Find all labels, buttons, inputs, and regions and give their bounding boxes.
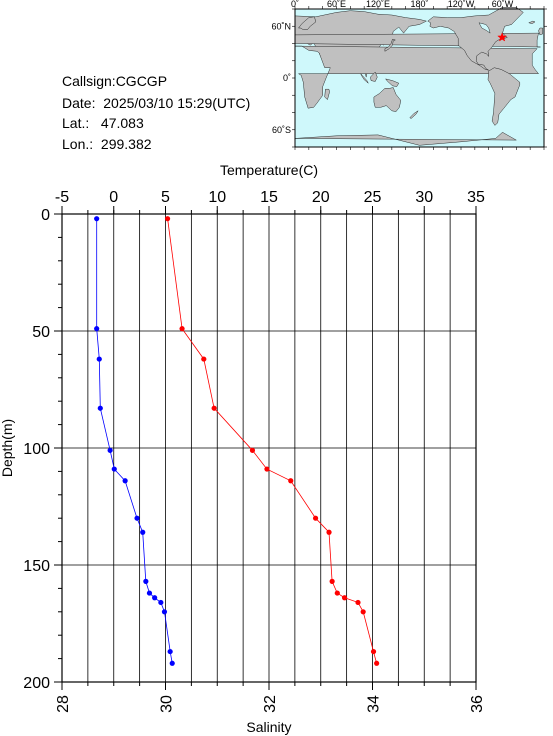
salinity-point (143, 578, 149, 584)
callsign-label: Callsign:CGCGP (62, 73, 168, 89)
hudson-bay (478, 22, 491, 34)
temperature-point (370, 648, 377, 655)
temperature-tick-label: -5 (55, 189, 69, 206)
new-zealand-landmass (409, 110, 419, 119)
temperature-point (374, 660, 380, 666)
temperature-point (312, 515, 319, 521)
salinity-point (94, 326, 100, 332)
temperature-point (341, 595, 348, 601)
depth-tick-label: 100 (23, 441, 50, 458)
chart-ticks: -5 0 5 10 15 20 25 30 35 28 30 32 34 36 0 50 100 150 200 (23, 189, 486, 713)
australia-landmass (373, 87, 402, 112)
salinity-point (152, 595, 158, 601)
scandinavia-landmass (298, 16, 317, 30)
salinity-point (134, 515, 140, 521)
depth-tick-label: 200 (23, 675, 50, 692)
temperature-tick-label: 10 (208, 189, 226, 206)
temperature-point (329, 578, 335, 584)
depth-axis-title: Depth(m) (0, 419, 15, 477)
temperature-axis-title: Temperature(C) (220, 162, 318, 178)
temperature-point (360, 609, 366, 615)
temperature-tick-label: 30 (415, 189, 433, 206)
station-marker-icon (497, 32, 508, 42)
temperature-tick-label: 15 (260, 189, 278, 206)
salinity-profile-line (96, 218, 173, 664)
salinity-point (158, 599, 164, 606)
temperature-tick-label: 5 (161, 189, 170, 206)
salinity-point (94, 216, 100, 222)
britain-landmass (538, 27, 543, 36)
iceland-landmass (528, 20, 536, 24)
temperature-point (334, 590, 340, 596)
salinity-tick-label: 30 (159, 695, 176, 713)
salinity-point (167, 648, 173, 655)
salinity-axis-title: Salinity (246, 719, 291, 735)
map-lon-label: 120˚E (366, 0, 390, 9)
map-lon-label: 0˚ (291, 0, 299, 9)
chart-series (94, 216, 380, 666)
salinity-point (146, 590, 153, 596)
salinity-tick-label: 28 (55, 695, 72, 713)
depth-tick-label: 0 (41, 207, 50, 224)
temperature-point (288, 478, 294, 484)
depth-tick-label: 50 (32, 324, 50, 341)
temperature-point (264, 466, 270, 472)
map-lat-label: 60˚N (271, 21, 291, 31)
plot-frame (61, 213, 477, 683)
temperature-point (355, 599, 361, 606)
salinity-point (169, 660, 175, 666)
map-lon-label: 180˚ (410, 0, 428, 9)
salinity-point (111, 466, 117, 472)
chart-grid (61, 213, 477, 683)
map-lon-label: 120˚W (448, 0, 475, 9)
salinity-point (122, 478, 128, 484)
temperature-point (179, 326, 185, 332)
date-label: Date: 2025/03/10 15:29(UTC) (62, 95, 251, 111)
temperature-tick-label: 35 (467, 189, 485, 206)
map-lat-label: 60˚S (272, 125, 291, 135)
sumatra-landmass (360, 73, 369, 84)
temperature-point (249, 447, 256, 453)
temperature-tick-label: 25 (364, 189, 382, 206)
map-lat-label: 0˚ (283, 73, 291, 83)
depth-tick-label: 150 (23, 558, 50, 575)
latitude-label: Lat.: 47.083 (62, 115, 144, 131)
salinity-point (96, 356, 102, 362)
map-lon-label: 60˚W (492, 0, 514, 9)
africa-landmass (294, 45, 539, 109)
salinity-tick-label: 36 (469, 695, 486, 713)
longitude-label: Lon.: 299.382 (62, 136, 152, 152)
temperature-point (201, 356, 207, 362)
new-guinea-landmass (385, 78, 400, 87)
salinity-tick-label: 34 (366, 695, 383, 713)
salinity-point (161, 609, 168, 615)
salinity-point (107, 447, 113, 453)
temperature-tick-label: 20 (312, 189, 330, 206)
temperature-point (211, 405, 217, 411)
map-lon-label: 60˚E (327, 0, 346, 9)
temperature-tick-label: 0 (109, 189, 118, 206)
world-map: 0˚ 60˚E 120˚E 180˚ 120˚W 60˚W 60˚N 0˚ 60˚S (271, 0, 547, 150)
borneo-landmass (370, 71, 378, 82)
temperature-point (326, 529, 332, 535)
madagascar-landmass (324, 88, 330, 100)
japan-landmass (384, 38, 396, 52)
temperature-point (164, 216, 171, 222)
north-america-landmass (427, 7, 524, 71)
salinity-tick-label: 32 (262, 695, 279, 713)
south-america-landmass (487, 67, 520, 126)
salinity-point (97, 405, 103, 411)
salinity-point (140, 529, 146, 535)
temperature-profile-line (167, 218, 377, 664)
